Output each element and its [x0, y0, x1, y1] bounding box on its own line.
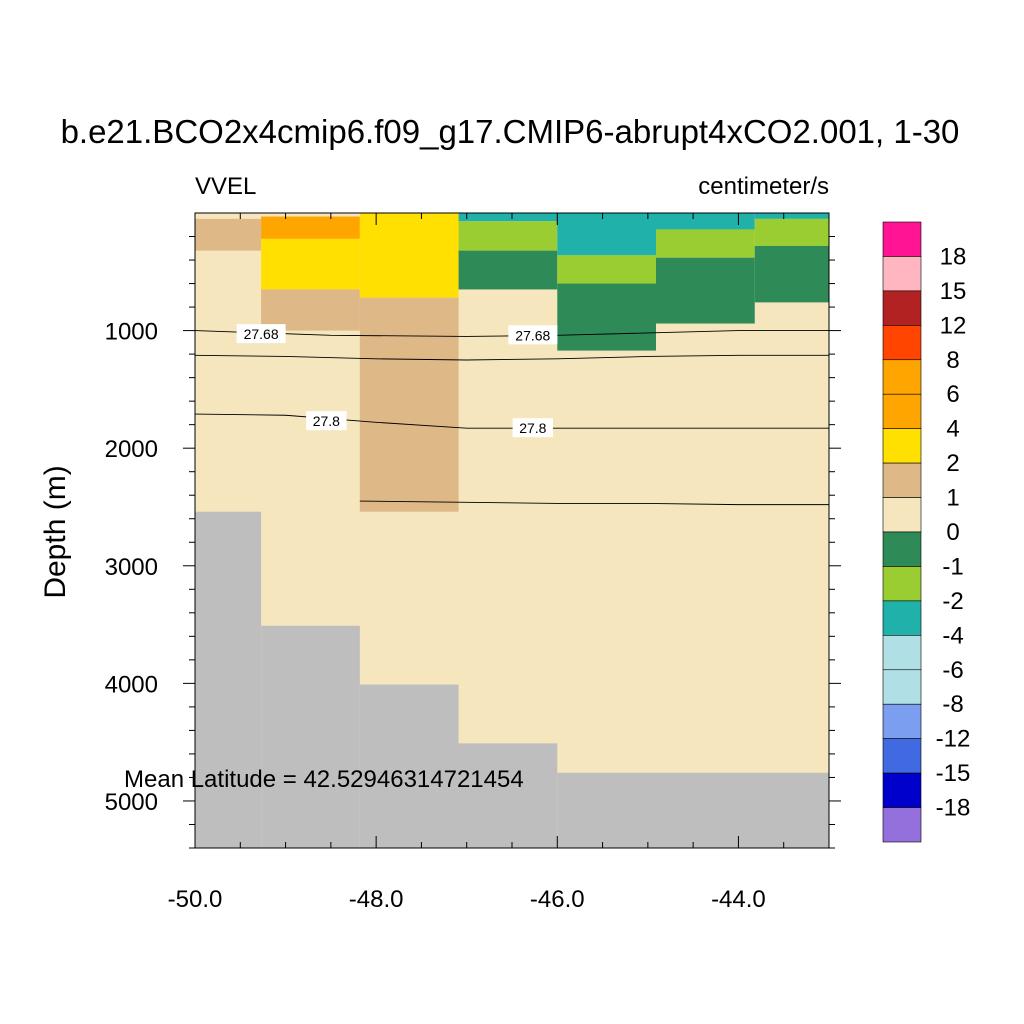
colorbar-swatch: [882, 807, 922, 843]
colorbar-swatch: [882, 393, 922, 429]
heatmap-cell: [359, 297, 459, 512]
heatmap-cell: [359, 213, 459, 298]
contour-label-background: [508, 325, 558, 345]
units-label: centimeter/s: [698, 173, 829, 200]
heatmap-cell: [261, 238, 360, 290]
land-mask-segment: [458, 743, 558, 848]
land-mask-segment: [261, 625, 360, 848]
plot-axes: -50.0 -48.0 -46.0 -44.0 1000 2000 3000 4000 5000: [105, 212, 841, 913]
colorbar-label: 2: [946, 450, 959, 477]
heatmap-cell: [195, 218, 262, 251]
y-axis-label: Depth (m): [39, 465, 72, 598]
colorbar-label: 1: [946, 485, 959, 512]
land-mask-segment: [195, 511, 262, 848]
heatmap-cell: [261, 289, 360, 331]
colorbar-label: -1: [942, 553, 963, 580]
y-tick-label: 4000: [105, 671, 158, 698]
x-tick-label: -44.0: [711, 886, 766, 913]
heatmap-cell: [557, 283, 657, 351]
contour-label: 27.8: [519, 420, 546, 436]
colorbar-swatch: [882, 462, 922, 498]
colorbar-label: 8: [946, 347, 959, 374]
colorbar-label: -4: [942, 622, 963, 649]
colorbar-label: -18: [936, 795, 971, 822]
y-tick-label: 2000: [105, 436, 158, 463]
contour-label-background: [306, 411, 347, 431]
colorbar-swatch: [882, 703, 922, 739]
heatmap-cell: [656, 229, 755, 258]
colorbar-label: 15: [940, 278, 967, 305]
y-tick-label: 3000: [105, 554, 158, 581]
heatmap-cell: [656, 213, 755, 230]
heatmap-cell: [754, 218, 829, 246]
colorbar-swatch: [882, 600, 922, 636]
colorbar-label: -12: [936, 726, 971, 753]
colorbar-label: 0: [946, 519, 959, 546]
colorbar-swatch: [882, 290, 922, 326]
colorbar-label: -15: [936, 760, 971, 787]
heatmap-cell: [754, 213, 829, 219]
density-contours: 27.68 27.68 27.8 27.8: [194, 324, 829, 506]
colorbar-swatch: [882, 359, 922, 395]
heatmap-cell: [656, 257, 755, 324]
contour-line: [359, 500, 829, 506]
heatmap-cell: [458, 250, 558, 290]
colorbar-swatch: [882, 531, 922, 567]
colorbar-label: 6: [946, 381, 959, 408]
heatmap-cell: [458, 213, 558, 222]
colorbar-label: 4: [946, 416, 959, 443]
colorbar: 18 15 12 8 6 4 2 1 0 -1 -2 -4 -6 -8 -12 -15 -18: [882, 221, 971, 843]
contour-line: [194, 354, 829, 361]
heatmap-cell: [557, 213, 657, 256]
colorbar-swatch: [882, 256, 922, 292]
colorbar-label: -8: [942, 691, 963, 718]
heatmap-cell: [261, 216, 360, 239]
colorbar-swatch: [882, 738, 922, 774]
colorbar-swatch: [882, 669, 922, 705]
contour-label: 27.8: [313, 413, 340, 429]
x-tick-label: -50.0: [168, 886, 223, 913]
contour-label-background: [512, 418, 554, 438]
x-tick-label: -46.0: [530, 886, 585, 913]
contour-label: 27.68: [515, 327, 550, 343]
bathymetry-mask: [195, 511, 829, 848]
chart-title: b.e21.BCO2x4cmip6.f09_g17.CMIP6-abrupt4x…: [61, 113, 960, 150]
contour-line: [194, 413, 829, 429]
colorbar-swatch: [882, 221, 922, 257]
colorbar-label: -6: [942, 657, 963, 684]
colorbar-label: -2: [942, 588, 963, 615]
variable-label: VVEL: [195, 173, 256, 200]
colorbar-swatch: [882, 566, 922, 602]
colorbar-swatch: [882, 772, 922, 808]
heatmap-cell: [458, 221, 558, 251]
mean-latitude-annotation: Mean Latitude = 42.52946314721454: [124, 766, 524, 793]
colorbar-swatch: [882, 497, 922, 533]
land-mask-segment: [359, 684, 459, 848]
contour-label-background: [236, 324, 286, 344]
y-tick-label: 5000: [105, 789, 158, 816]
land-mask-segment: [557, 772, 829, 848]
heatmap-cell: [557, 255, 657, 284]
colorbar-label: 12: [940, 312, 967, 339]
heatmap-cell: [754, 245, 829, 303]
y-tick-label: 1000: [105, 319, 158, 346]
x-tick-label: -48.0: [349, 886, 404, 913]
colorbar-swatch: [882, 428, 922, 464]
colorbar-swatch: [882, 635, 922, 671]
contour-label: 27.68: [244, 326, 279, 342]
colorbar-label: 18: [940, 243, 967, 270]
colorbar-swatch: [882, 325, 922, 361]
